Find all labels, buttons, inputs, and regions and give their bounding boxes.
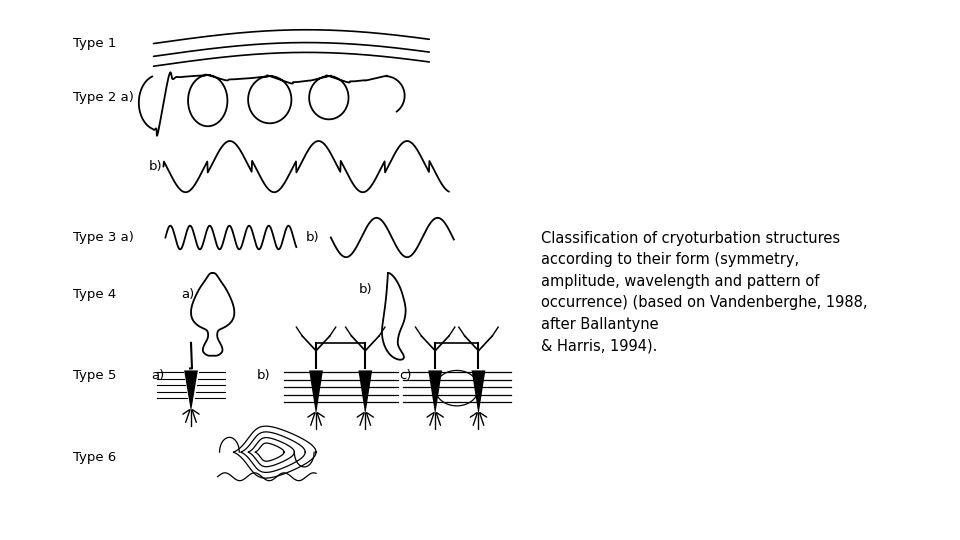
Text: Type 6: Type 6 (73, 450, 116, 463)
Polygon shape (428, 370, 442, 415)
Text: a): a) (181, 288, 195, 301)
Text: b): b) (149, 160, 162, 173)
Text: Type 3 a): Type 3 a) (73, 231, 133, 244)
Text: Classification of cryoturbation structures
according to their form (symmetry,
am: Classification of cryoturbation structur… (540, 231, 867, 354)
Text: Type 5: Type 5 (73, 369, 116, 382)
Text: b): b) (306, 231, 320, 244)
Polygon shape (358, 370, 372, 415)
Text: b): b) (358, 283, 372, 296)
Polygon shape (471, 370, 486, 415)
Text: c): c) (399, 369, 412, 382)
Text: Type 1: Type 1 (73, 37, 116, 50)
Text: a): a) (152, 369, 165, 382)
Text: b): b) (257, 369, 271, 382)
Text: Type 4: Type 4 (73, 288, 116, 301)
Text: Type 2 a): Type 2 a) (73, 91, 133, 104)
Polygon shape (309, 370, 323, 415)
Polygon shape (184, 370, 198, 412)
